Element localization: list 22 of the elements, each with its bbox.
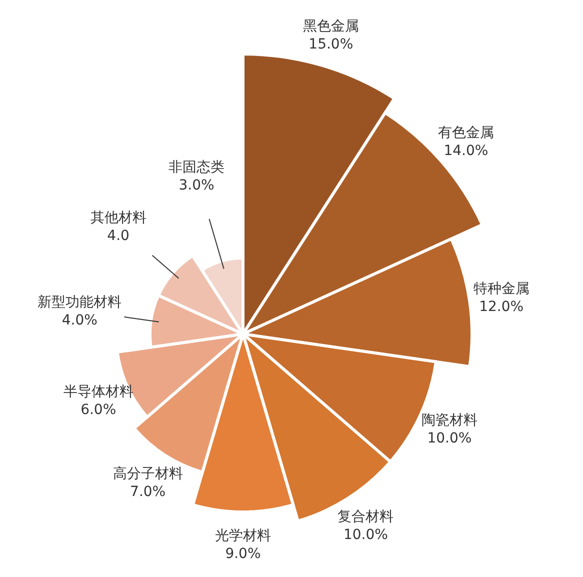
category-label: 陶瓷材料 — [421, 412, 478, 428]
category-label: 高分子材料 — [112, 466, 183, 482]
data-label: 12.0% — [479, 298, 524, 315]
data-label: 4.0% — [62, 312, 98, 329]
category-label: 有色金属 — [438, 124, 494, 141]
category-label: 新型功能材料 — [38, 294, 122, 311]
category-label: 其他材料 — [90, 210, 146, 226]
data-label: 7.0% — [130, 484, 166, 500]
data-label: 10.0% — [343, 526, 388, 543]
data-label: 14.0% — [444, 142, 488, 159]
data-label: 3.0% — [178, 178, 214, 194]
data-label: 15.0% — [308, 36, 354, 53]
data-label: 4.0 — [107, 228, 130, 244]
data-label: 9.0% — [225, 546, 261, 562]
data-label: 10.0% — [427, 430, 472, 446]
category-label: 特种金属 — [473, 280, 530, 297]
category-label: 非固态类 — [168, 160, 225, 176]
category-label: 光学材料 — [215, 528, 271, 544]
data-label: 6.0% — [80, 402, 116, 418]
category-label: 半导体材料 — [63, 384, 134, 400]
category-label: 黑色金属 — [302, 18, 359, 35]
category-label: 复合材料 — [338, 508, 394, 525]
